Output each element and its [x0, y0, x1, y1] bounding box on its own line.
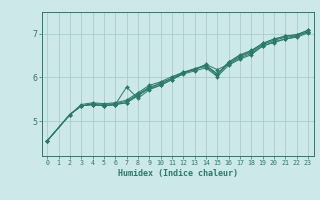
X-axis label: Humidex (Indice chaleur): Humidex (Indice chaleur): [118, 169, 237, 178]
